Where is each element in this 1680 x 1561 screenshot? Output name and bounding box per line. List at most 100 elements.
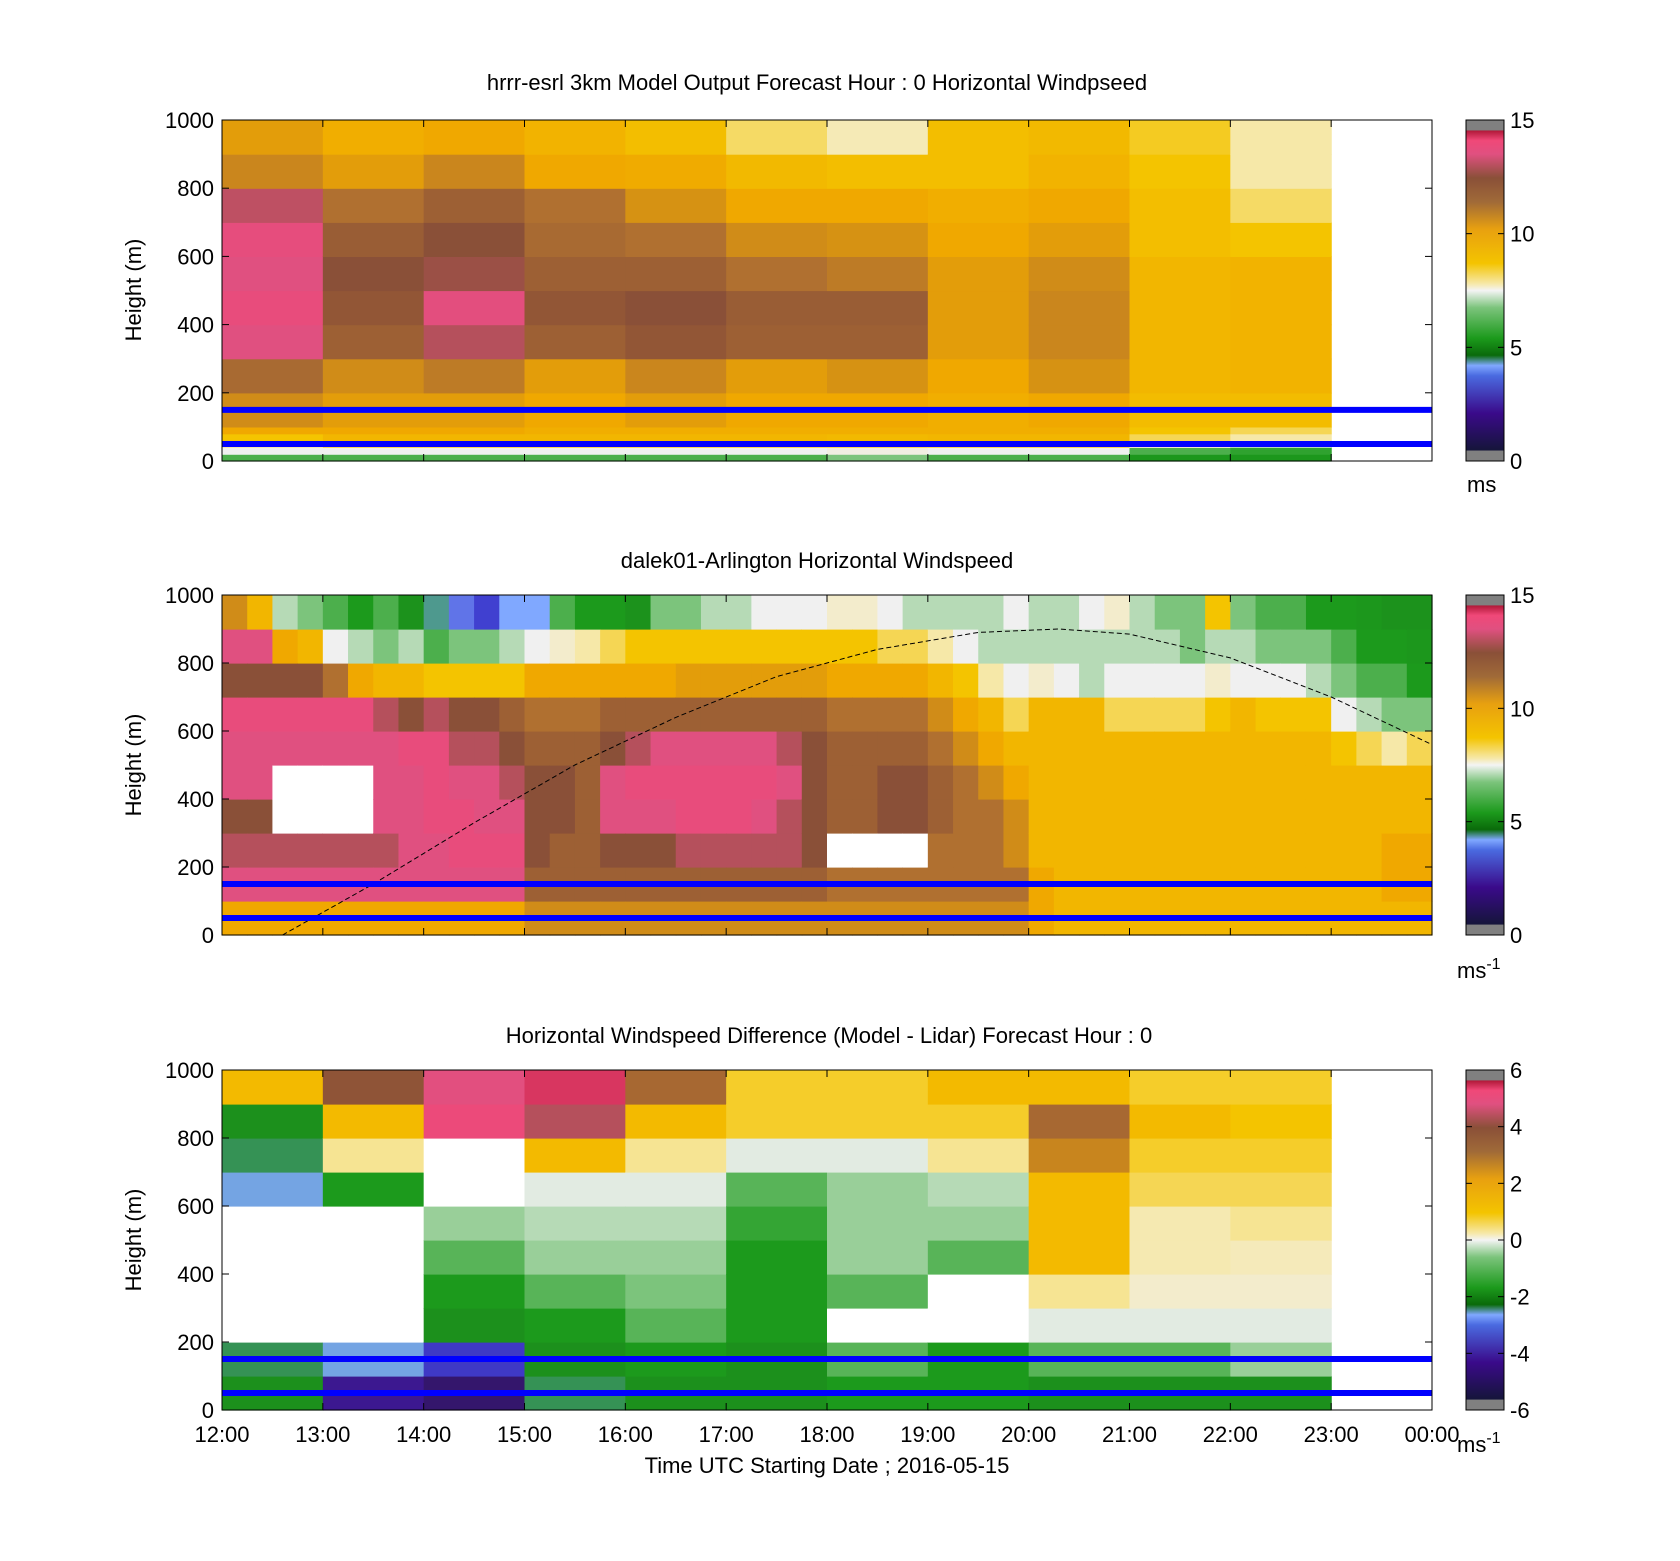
heatmap-cell (625, 447, 727, 455)
heatmap-cell (700, 697, 727, 732)
heatmap-cell (1129, 454, 1231, 462)
y-tick-label: 200 (177, 381, 214, 406)
heatmap-cell (726, 222, 828, 257)
heatmap-cell (827, 447, 929, 455)
heatmap-cell (1406, 731, 1433, 766)
heatmap-cell (1028, 358, 1131, 394)
heatmap-cell (423, 697, 450, 732)
y-tick-label: 200 (177, 1330, 214, 1355)
panel-3-reference-lines (222, 1356, 1432, 1396)
heatmap-cell (322, 663, 349, 698)
heatmap-cell (1280, 697, 1307, 732)
heatmap-cell (625, 454, 727, 462)
heatmap-cell (1356, 731, 1383, 766)
heatmap-cell (1003, 595, 1030, 630)
heatmap-cell (1230, 1172, 1332, 1207)
y-tick-label: 1000 (165, 108, 214, 133)
heatmap-cell (524, 833, 551, 868)
heatmap-cell (726, 1240, 828, 1275)
heatmap-cell (222, 454, 324, 462)
heatmap-cell (1406, 595, 1433, 630)
heatmap-cell (600, 833, 626, 868)
heatmap-cell (625, 1104, 727, 1139)
heatmap-cell (625, 120, 727, 155)
heatmap-cell (524, 697, 551, 732)
heatmap-cell (852, 799, 879, 834)
heatmap-cell (726, 731, 752, 766)
heatmap-cell (474, 765, 500, 800)
heatmap-cell (499, 629, 526, 664)
panel-3-y-ticks: 0 200 400 600 800 1000 (165, 1058, 1432, 1423)
heatmap-cell (398, 697, 425, 732)
y-tick-label: 800 (177, 651, 214, 676)
heatmap-cell (1205, 833, 1231, 868)
heatmap-cell (222, 1070, 324, 1105)
heatmap-cell (827, 1206, 929, 1241)
heatmap-cell (448, 697, 475, 732)
heatmap-cell (953, 697, 979, 732)
heatmap-cell (524, 290, 626, 326)
heatmap-cell (852, 765, 879, 800)
heatmap-cell (1154, 731, 1181, 766)
heatmap-cell (272, 833, 299, 868)
heatmap-cell (1129, 426, 1231, 435)
heatmap-cell (398, 595, 425, 630)
x-tick-label: 19:00 (900, 1422, 955, 1447)
heatmap-cell (726, 697, 752, 732)
x-tick-label: 21:00 (1102, 1422, 1157, 1447)
heatmap-cell (322, 188, 425, 223)
heatmap-cell (625, 1274, 727, 1309)
y-tick-label: 1000 (165, 583, 214, 608)
heatmap-cell (222, 256, 324, 292)
heatmap-cell (675, 663, 702, 698)
heatmap-cell (1305, 799, 1332, 834)
heatmap-cell (1003, 833, 1030, 868)
colorbar-tick-label: 15 (1510, 108, 1534, 133)
heatmap-cell (625, 256, 727, 292)
heatmap-cell (852, 629, 879, 664)
heatmap-cell (726, 833, 752, 868)
heatmap-cell (751, 731, 778, 766)
heatmap-cell (1230, 454, 1332, 462)
heatmap-cell (222, 663, 248, 698)
heatmap-cell (1179, 731, 1206, 766)
heatmap-cell (1179, 629, 1206, 664)
heatmap-cell (1079, 731, 1105, 766)
heatmap-cell (801, 629, 828, 664)
heatmap-cell (423, 120, 526, 155)
heatmap-cell (650, 765, 677, 800)
heatmap-cell (675, 833, 702, 868)
heatmap-cell (1205, 663, 1231, 698)
heatmap-cell (499, 663, 526, 698)
panel-3-x-ticks: 12:00 13:00 14:00 15:00 16:00 17:00 18:00 19:00… (194, 1070, 1460, 1447)
heatmap-cell (700, 731, 727, 766)
heatmap-cell (1053, 595, 1080, 630)
heatmap-cell (348, 799, 374, 834)
heatmap-cell (524, 426, 626, 435)
heatmap-cell (1003, 731, 1030, 766)
heatmap-cell (348, 765, 374, 800)
heatmap-cell (1104, 629, 1131, 664)
heatmap-cell (625, 799, 652, 834)
heatmap-cell (1305, 697, 1332, 732)
heatmap-cell (549, 833, 576, 868)
heatmap-cell (1331, 799, 1357, 834)
heatmap-cell (322, 833, 349, 868)
heatmap-cell (1331, 697, 1357, 732)
heatmap-cell (297, 833, 324, 868)
heatmap-cell (297, 799, 324, 834)
heatmap-cell (1053, 765, 1080, 800)
heatmap-cell (852, 697, 879, 732)
heatmap-cell (524, 1274, 626, 1309)
heatmap-cell (499, 833, 526, 868)
heatmap-cell (222, 731, 248, 766)
heatmap-cell (1028, 1240, 1131, 1275)
heatmap-cell (1356, 697, 1383, 732)
heatmap-cell (373, 833, 400, 868)
heatmap-cell (1230, 358, 1332, 394)
heatmap-cell (827, 1240, 929, 1275)
heatmap-cell (927, 629, 954, 664)
heatmap-cell (776, 629, 803, 664)
heatmap-cell (322, 447, 425, 455)
